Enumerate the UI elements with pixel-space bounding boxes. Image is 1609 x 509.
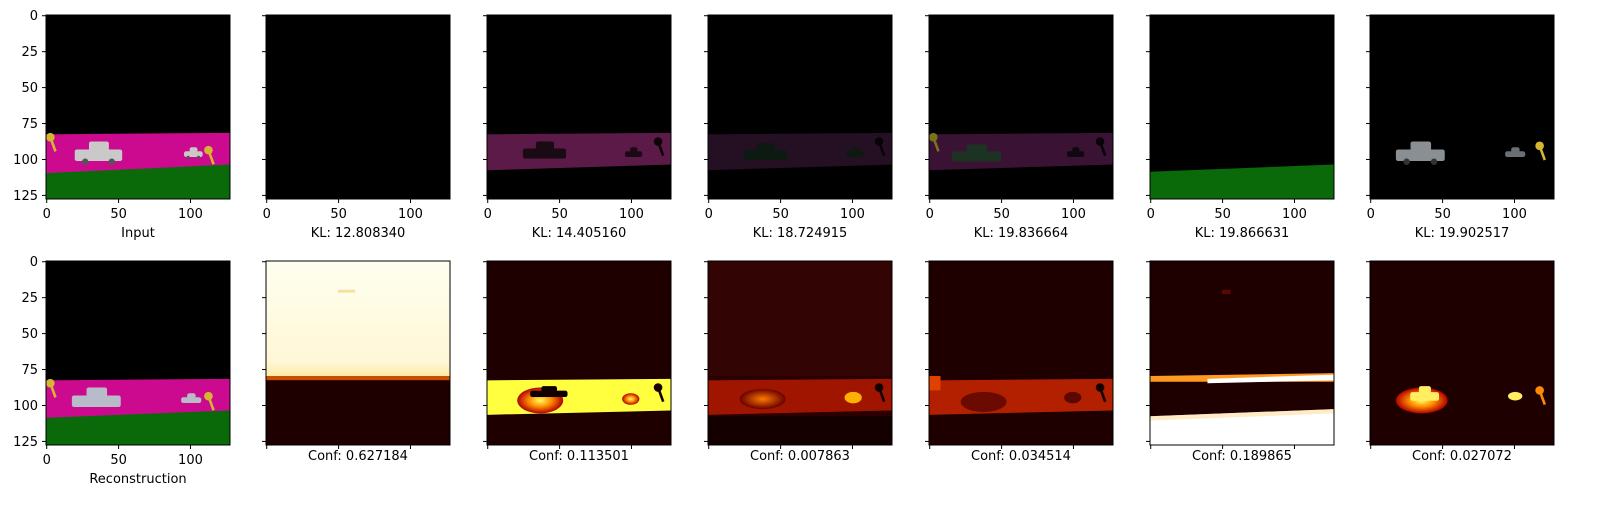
x-tick-label: 100 xyxy=(398,207,423,222)
axes-frame xyxy=(265,14,451,200)
x-tick-label: 100 xyxy=(1282,207,1307,222)
panel-image xyxy=(46,15,230,199)
panel-2-3: Conf: 0.113501 xyxy=(483,260,672,464)
x-tick-label: 100 xyxy=(178,207,203,222)
x-tick-label: 50 xyxy=(330,207,347,222)
panel-image xyxy=(929,261,1113,445)
panel-caption: KL: 19.866631 xyxy=(1195,226,1290,241)
x-tick-label: 0 xyxy=(43,453,51,468)
panel-1-1: 0 25 50 75 100 125 0 50 100 Input xyxy=(13,9,231,241)
axes-frame xyxy=(928,260,1114,446)
x-tick-label: 0 xyxy=(484,207,492,222)
x-tick-label: 100 xyxy=(619,207,644,222)
x-tick-label: 50 xyxy=(1434,207,1451,222)
panel-1-5: 0 50 100 KL: 19.836664 xyxy=(925,14,1114,241)
panel-caption: Conf: 0.627184 xyxy=(308,449,408,464)
panel-2-1: 0 25 50 75 100 125 0 50 100 Reconstruction xyxy=(13,255,231,487)
panel-2-2: Conf: 0.627184 xyxy=(262,260,451,464)
axes-frame xyxy=(707,260,893,446)
panel-image xyxy=(266,15,450,199)
panel-caption: KL: 19.902517 xyxy=(1415,226,1510,241)
x-tick-label: 0 xyxy=(705,207,713,222)
panel-image xyxy=(266,261,450,445)
y-tick-label: 100 xyxy=(13,399,38,414)
panel-caption: Conf: 0.189865 xyxy=(1192,449,1292,464)
y-tick-label: 0 xyxy=(30,255,38,270)
x-tick-label: 100 xyxy=(840,207,865,222)
panel-2-7: Conf: 0.027072 xyxy=(1366,260,1555,464)
panel-caption: Conf: 0.113501 xyxy=(529,449,629,464)
panel-caption: Input xyxy=(121,226,155,241)
panel-image xyxy=(1150,261,1334,445)
y-tick-label: 100 xyxy=(13,153,38,168)
y-tick-label: 50 xyxy=(21,327,38,342)
x-tick-label: 100 xyxy=(1061,207,1086,222)
axes-frame xyxy=(707,14,893,200)
panel-caption: KL: 18.724915 xyxy=(753,226,848,241)
x-tick-label: 0 xyxy=(263,207,271,222)
panel-caption: Conf: 0.034514 xyxy=(971,449,1071,464)
y-tick-label: 50 xyxy=(21,81,38,96)
panel-1-6: 0 50 100 KL: 19.866631 xyxy=(1146,14,1335,241)
axes-frame xyxy=(928,14,1114,200)
panel-image xyxy=(708,15,892,199)
x-tick-label: 50 xyxy=(1214,207,1231,222)
y-tick-label: 0 xyxy=(30,9,38,24)
axes-frame xyxy=(486,14,672,200)
x-tick-label: 50 xyxy=(110,453,127,468)
panel-image xyxy=(1150,15,1334,199)
x-tick-label: 0 xyxy=(1147,207,1155,222)
axes-frame xyxy=(265,260,451,446)
x-tick-label: 0 xyxy=(926,207,934,222)
axes-frame xyxy=(486,260,672,446)
panel-1-7: 0 50 100 KL: 19.902517 xyxy=(1366,14,1555,241)
axes-frame xyxy=(1369,14,1555,200)
y-tick-label: 125 xyxy=(13,435,38,450)
panel-image xyxy=(46,261,230,445)
panel-image xyxy=(1370,15,1554,199)
panel-image xyxy=(487,261,671,445)
panel-caption: KL: 19.836664 xyxy=(974,226,1069,241)
y-tick-label: 25 xyxy=(21,45,38,60)
panel-image xyxy=(1370,261,1554,445)
axes-frame xyxy=(1149,14,1335,200)
panel-caption: Conf: 0.007863 xyxy=(750,449,850,464)
axes-frame xyxy=(45,260,231,446)
panel-image xyxy=(929,15,1113,199)
x-tick-label: 50 xyxy=(110,207,127,222)
panel-2-6: Conf: 0.189865 xyxy=(1146,260,1335,464)
panel-caption: KL: 14.405160 xyxy=(532,226,627,241)
panel-caption: Reconstruction xyxy=(89,472,186,487)
panel-1-2: 0 50 100 KL: 12.808340 xyxy=(262,14,451,241)
panel-1-4: 0 50 100 KL: 18.724915 xyxy=(704,14,893,241)
x-tick-label: 50 xyxy=(993,207,1010,222)
panel-caption: KL: 12.808340 xyxy=(311,226,406,241)
panel-2-4: Conf: 0.007863 xyxy=(704,260,893,464)
panel-caption: Conf: 0.027072 xyxy=(1412,449,1512,464)
axes-frame xyxy=(1369,260,1555,446)
panel-2-5: Conf: 0.034514 xyxy=(925,260,1114,464)
x-tick-label: 0 xyxy=(43,207,51,222)
y-tick-label: 75 xyxy=(21,117,38,132)
panel-image xyxy=(487,15,671,199)
x-tick-label: 50 xyxy=(772,207,789,222)
x-tick-label: 0 xyxy=(1367,207,1375,222)
panel-image xyxy=(708,261,892,445)
axes-frame xyxy=(1149,260,1335,446)
axes-frame xyxy=(45,14,231,200)
y-tick-label: 75 xyxy=(21,363,38,378)
x-tick-label: 100 xyxy=(1502,207,1527,222)
x-tick-label: 50 xyxy=(551,207,568,222)
y-tick-label: 125 xyxy=(13,189,38,204)
y-tick-label: 25 xyxy=(21,291,38,306)
panel-1-3: 0 50 100 KL: 14.405160 xyxy=(483,14,672,241)
x-tick-label: 100 xyxy=(178,453,203,468)
